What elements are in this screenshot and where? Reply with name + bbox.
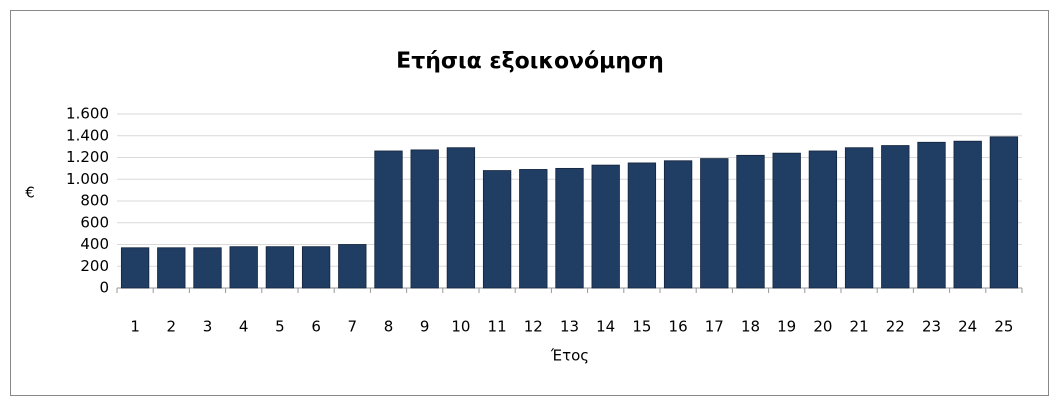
bar [157,247,186,289]
x-tick-label: 17 [705,318,724,336]
y-tick-label: 1.400 [66,126,109,144]
x-tick-label: 23 [922,318,941,336]
x-tick-label: 9 [420,318,430,336]
x-tick-label: 18 [741,318,760,336]
y-tick-label: 1.600 [66,105,109,123]
bar [989,136,1019,289]
x-tick-label: 1 [130,318,140,336]
bar [627,162,657,289]
y-tick-label: 1.200 [66,148,109,166]
x-tick-label: 10 [451,318,470,336]
x-tick-label: 21 [850,318,869,336]
y-tick-label: 200 [80,257,109,275]
x-tick-label: 14 [596,318,615,336]
bar [772,152,801,289]
chart-title: Ετήσια εξοικονόμηση [396,49,664,74]
bar [844,147,874,289]
x-tick-label: 3 [203,318,213,336]
y-tick-label: 0 [99,279,109,297]
x-tick-label: 6 [311,318,321,336]
bar [482,170,512,289]
y-tick-label: 800 [80,192,109,210]
bar [338,244,367,289]
y-axis-title: € [25,184,35,202]
bar [663,160,693,289]
y-tick-label: 1.000 [66,170,109,188]
x-tick-label: 24 [958,318,977,336]
x-tick-label: 11 [488,318,507,336]
x-tick-label: 22 [886,318,905,336]
bar [410,149,439,289]
bar [953,140,982,289]
bar [736,154,765,289]
bar [591,164,620,289]
bar [301,246,331,289]
bar [120,247,150,289]
x-tick-label: 2 [167,318,177,336]
y-tick-label: 600 [80,213,109,231]
bar [374,150,403,289]
x-tick-label: 15 [632,318,651,336]
x-tick-label: 4 [239,318,249,336]
bar [700,158,729,289]
x-tick-label: 7 [348,318,358,336]
bar [808,150,838,289]
bar [917,141,946,289]
y-tick-label: 400 [80,235,109,253]
bar [229,246,258,289]
bar [193,247,222,289]
x-tick-label: 20 [813,318,832,336]
x-tick-label: 13 [560,318,579,336]
bar [555,167,584,289]
x-tick-label: 25 [994,318,1013,336]
x-tick-label: 12 [524,318,543,336]
x-tick-label: 8 [384,318,394,336]
bar [881,145,910,289]
bar [519,169,548,289]
bar [265,246,295,289]
x-tick-label: 19 [777,318,796,336]
bar [446,147,476,289]
x-axis-title: Έτος [550,347,589,365]
x-tick-label: 5 [275,318,285,336]
x-tick-label: 16 [669,318,688,336]
